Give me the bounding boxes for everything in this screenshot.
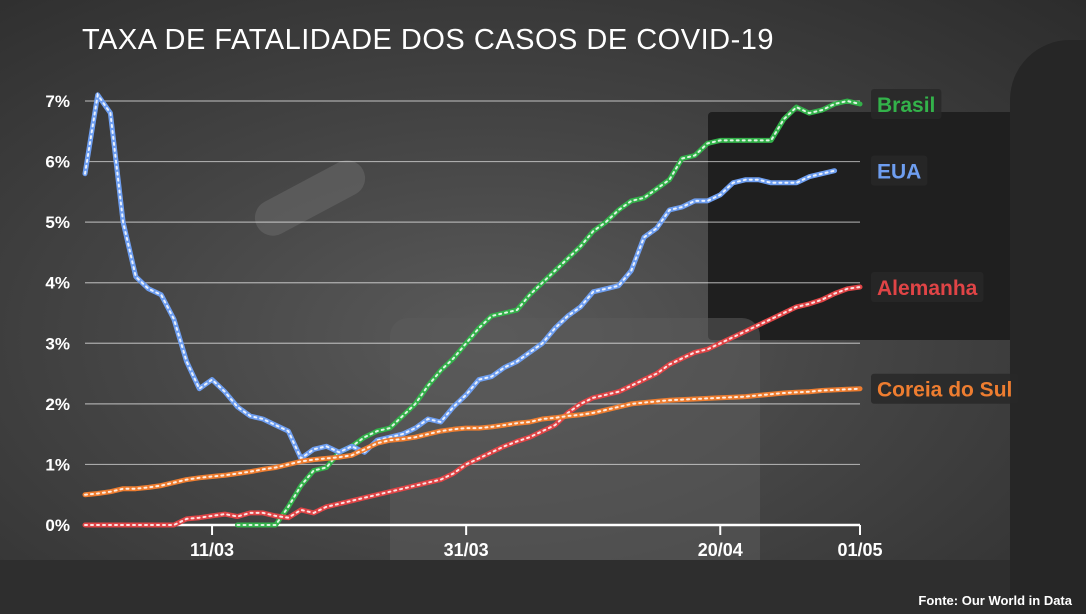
series-end-label: Coreia do Sul bbox=[871, 373, 1019, 404]
series-alemanha bbox=[82, 284, 863, 528]
y-tick-label: 2% bbox=[45, 395, 70, 414]
series-line-dots bbox=[84, 387, 861, 496]
x-tick-label: 31/03 bbox=[444, 540, 489, 560]
series-brasil bbox=[235, 98, 863, 528]
y-tick-label: 6% bbox=[45, 153, 70, 172]
background-monitor bbox=[708, 112, 1038, 340]
series-line-dots bbox=[84, 92, 836, 460]
y-tick-label: 1% bbox=[45, 455, 70, 474]
x-tick-label: 11/03 bbox=[190, 540, 234, 560]
y-tick-label: 4% bbox=[45, 274, 70, 293]
series-line-dots bbox=[84, 286, 861, 526]
series-line-dots bbox=[236, 99, 861, 526]
background-desk bbox=[0, 560, 1086, 614]
y-tick-label: 3% bbox=[45, 334, 70, 353]
series-label-box bbox=[871, 155, 928, 186]
background-person bbox=[1010, 40, 1086, 614]
series-label-box bbox=[871, 373, 1019, 404]
series-label-box bbox=[871, 271, 984, 302]
x-tick-label: 20/04 bbox=[698, 540, 743, 560]
y-tick-label: 0% bbox=[45, 516, 70, 535]
series-label: Coreia do Sul bbox=[877, 379, 1012, 402]
series-end-label: Alemanha bbox=[871, 271, 984, 302]
chart-title: TAXA DE FATALIDADE DOS CASOS DE COVID-19 bbox=[82, 24, 774, 56]
y-tick-label: 7% bbox=[45, 92, 70, 111]
series-end-label: Brasil bbox=[871, 89, 942, 120]
series-label-box bbox=[871, 89, 942, 120]
series-end-label: EUA bbox=[871, 155, 928, 186]
series-label: EUA bbox=[877, 161, 921, 184]
series-label: Brasil bbox=[877, 94, 935, 117]
y-tick-label: 5% bbox=[45, 213, 70, 232]
series-line bbox=[82, 284, 863, 528]
series-label: Alemanha bbox=[877, 277, 978, 300]
series-line bbox=[82, 386, 863, 498]
series-eua bbox=[82, 92, 838, 461]
series-coreia-do-sul bbox=[82, 386, 863, 498]
source-note: Fonte: Our World in Data bbox=[918, 593, 1072, 608]
x-tick-label: 01/05 bbox=[837, 540, 882, 560]
